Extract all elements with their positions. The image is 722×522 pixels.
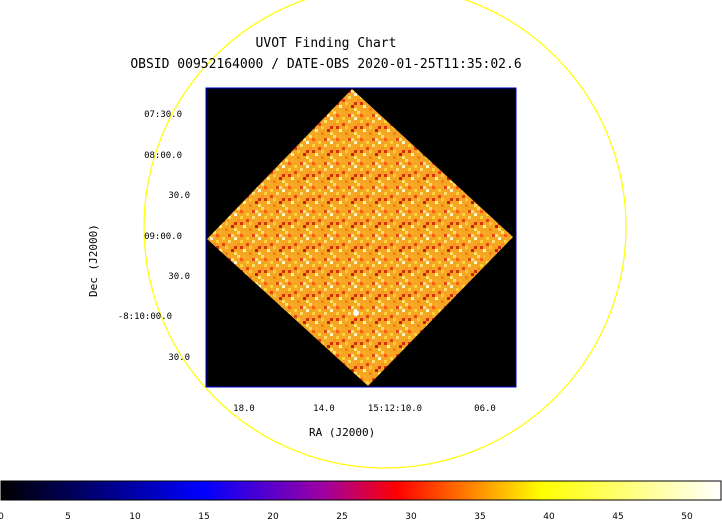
dec-tick: 07:30.0 xyxy=(144,110,182,120)
colorbar-tick: 15 xyxy=(198,512,210,522)
dec-tick: -8:10:00.0 xyxy=(117,312,172,322)
colorbar xyxy=(0,480,722,501)
dec-tick: 30.0 xyxy=(168,272,190,282)
dec-tick: 30.0 xyxy=(168,191,190,201)
ra-tick: 06.0 xyxy=(474,404,496,414)
colorbar-tick: 30 xyxy=(405,512,417,522)
dec-axis-label: Dec (J2000) xyxy=(87,224,100,297)
colorbar-tick: 0 xyxy=(0,512,4,522)
exposure-diamond xyxy=(207,89,513,386)
chart-subtitle: OBSID 00952164000 / DATE-OBS 2020-01-25T… xyxy=(130,57,522,72)
ra-tick: 15:12:10.0 xyxy=(367,404,423,414)
ra-tick: 14.0 xyxy=(313,404,335,414)
dec-tick: 30.0 xyxy=(168,353,190,363)
dec-tick: 08:00.0 xyxy=(144,151,182,161)
chart-title: UVOT Finding Chart xyxy=(255,36,397,51)
colorbar-tick: 5 xyxy=(65,512,71,522)
dec-tick: 09:00.0 xyxy=(144,232,182,242)
colorbar-tick: 35 xyxy=(474,512,486,522)
colorbar-tick: 10 xyxy=(129,512,141,522)
colorbar-tick: 45 xyxy=(612,512,624,522)
colorbar-tick: 25 xyxy=(336,512,348,522)
ra-tick: 18.0 xyxy=(233,404,255,414)
colorbar-tick: 50 xyxy=(681,512,693,522)
ra-axis-label: RA (J2000) xyxy=(309,426,376,439)
bright-source xyxy=(353,310,359,316)
field-circle xyxy=(143,0,627,469)
colorbar-tick: 40 xyxy=(543,512,555,522)
colorbar-tick: 20 xyxy=(267,512,279,522)
